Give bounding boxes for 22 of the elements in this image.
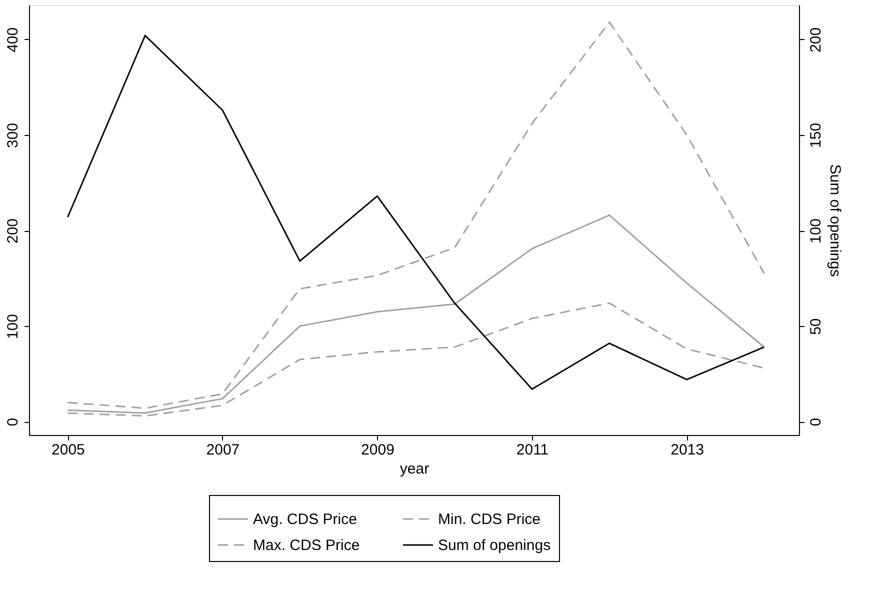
x-tick-label: 2007 [206,442,240,458]
y2-tick-label: 50 [808,318,824,335]
y-tick-label: 200 [4,218,22,244]
y2-tick-label: 150 [808,122,824,148]
legend-label: Min. CDS Price [438,511,541,528]
y-tick-label: 400 [4,27,22,52]
x-axis-title: year [400,460,430,478]
y2-tick-label: 200 [808,27,824,52]
legend-label: Avg. CDS Price [253,511,357,528]
y2-tick-label: 100 [808,218,824,244]
y-tick-label: 100 [4,314,22,340]
y-tick-label: 0 [4,418,22,426]
y2-tick-label: 0 [808,418,824,426]
line-series [66,214,765,414]
x-tick-label: 2005 [52,442,85,458]
legend-label: Max. CDS Price [253,537,360,554]
x-tick-label: 2011 [516,442,549,458]
y2-axis-title: Sum of openings [826,164,844,277]
x-tick-label: 2009 [361,442,394,458]
y-tick-label: 300 [4,122,22,148]
legend-label: Sum of openings [438,537,551,554]
x-tick-label: 2013 [670,442,704,458]
